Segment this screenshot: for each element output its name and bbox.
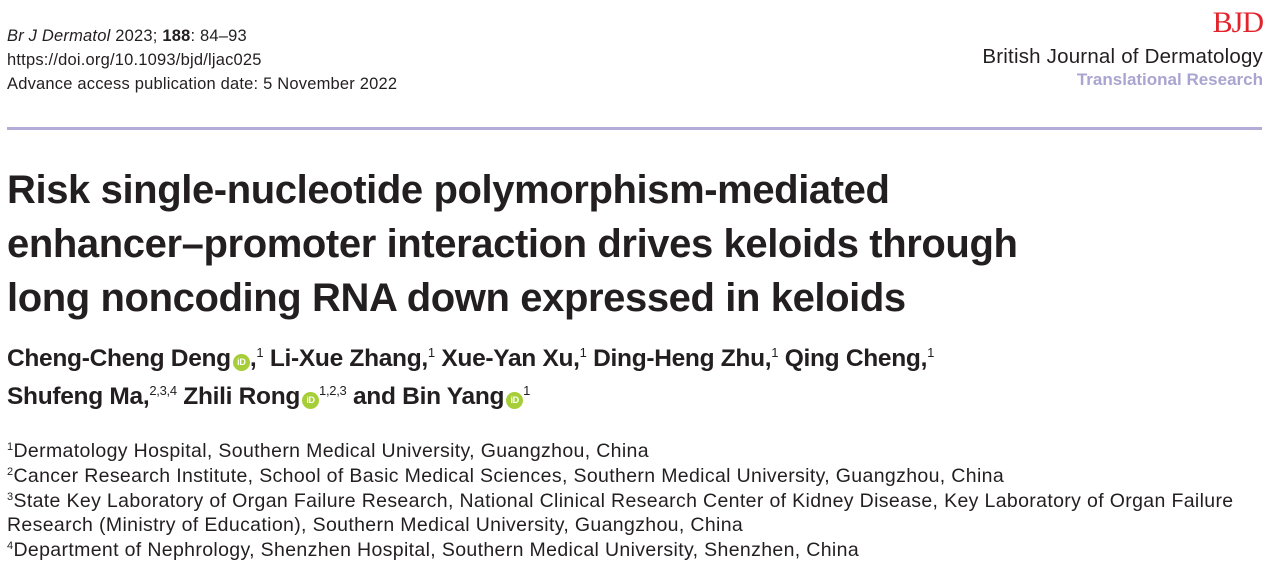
journal-name: British Journal of Dermatology [982, 45, 1263, 68]
author-name[interactable]: Shufeng Ma [7, 383, 143, 410]
journal-brand: BJD British Journal of Dermatology Trans… [982, 6, 1264, 90]
author-name[interactable]: Bin Yang [402, 383, 505, 410]
affiliation-number: 4 [7, 540, 14, 553]
author-line: Shufeng Ma,2,3,4 Zhili Rong iD1,2,3 and B… [7, 383, 531, 410]
author-affiliation-sup: 1 [256, 345, 264, 360]
doi-link[interactable]: https://doi.org/10.1093/bjd/ljac025 [7, 51, 262, 69]
title-line: enhancer–promoter interaction drives kel… [7, 222, 1018, 266]
advance-access-date: Advance access publication date: 5 Novem… [7, 75, 398, 93]
citation-block: Br J Dermatol 2023; 188: 84–93 https://d… [7, 24, 397, 96]
affiliation-text: State Key Laboratory of Organ Failure Re… [7, 489, 1234, 537]
author-affiliation-sup: 1 [771, 345, 779, 360]
orcid-icon[interactable]: iD [506, 392, 524, 409]
affiliation-number: 3 [7, 490, 14, 503]
affiliation-text: Dermatology Hospital, Southern Medical U… [13, 440, 649, 462]
author-name[interactable]: Li-Xue Zhang [269, 345, 422, 372]
author-name[interactable]: Xue-Yan Xu [441, 345, 574, 372]
citation-line: Br J Dermatol 2023; 188: 84–93 [7, 24, 397, 48]
affiliation: 1Dermatology Hospital, Southern Medical … [7, 439, 1269, 464]
author-name[interactable]: Cheng-Cheng Deng [7, 345, 231, 372]
author-affiliation-sup: 1 [523, 383, 531, 398]
author-name[interactable]: Qing Cheng [784, 345, 921, 372]
pages: : 84–93 [190, 27, 247, 45]
author-name[interactable]: Ding-Heng Zhu [593, 345, 765, 372]
and-word: and [352, 383, 396, 410]
author-affiliation-sup: 1,2,3 [319, 383, 347, 398]
journal-abbrev: Br J Dermatol [7, 27, 111, 45]
affiliation-number: 2 [7, 465, 14, 478]
affiliation-number: 1 [7, 441, 14, 453]
author-affiliation-sup: 1 [927, 345, 935, 360]
orcid-icon[interactable]: iD [302, 392, 320, 409]
orcid-icon[interactable]: iD [232, 354, 250, 371]
affiliation-text: Cancer Research Institute, School of Bas… [13, 464, 1005, 487]
article-title: Risk single-nucleotide polymorphism-medi… [7, 163, 1018, 325]
author-affiliation-sup: 1 [427, 345, 435, 360]
year: 2023; [110, 27, 163, 45]
author-affiliation-sup: 2,3,4 [149, 383, 177, 398]
affiliation-list: 1Dermatology Hospital, Southern Medical … [7, 439, 1269, 563]
header-divider [7, 127, 1262, 130]
author-line: Cheng-Cheng Deng iD ,1 Li-Xue Zhang,1 Xue-… [7, 345, 935, 372]
affiliation: 3State Key Laboratory of Organ Failure R… [7, 489, 1269, 539]
affiliation: 4Department of Nephrology, Shenzhen Hosp… [7, 538, 1269, 563]
bjd-logo: BJD [1212, 6, 1264, 39]
volume: 188 [162, 27, 191, 45]
affiliation: 2Cancer Research Institute, School of Ba… [7, 464, 1269, 489]
author-list: Cheng-Cheng Deng iD ,1 Li-Xue Zhang,1 Xue-… [7, 340, 934, 416]
author-name[interactable]: Zhili Rong [183, 383, 301, 410]
title-line: Risk single-nucleotide polymorphism-medi… [7, 168, 890, 212]
author-affiliation-sup: 1 [579, 345, 587, 360]
journal-section: Translational Research [1076, 70, 1263, 89]
affiliation-text: Department of Nephrology, Shenzhen Hospi… [13, 539, 860, 562]
title-line: long noncoding RNA down expressed in kel… [7, 276, 906, 320]
